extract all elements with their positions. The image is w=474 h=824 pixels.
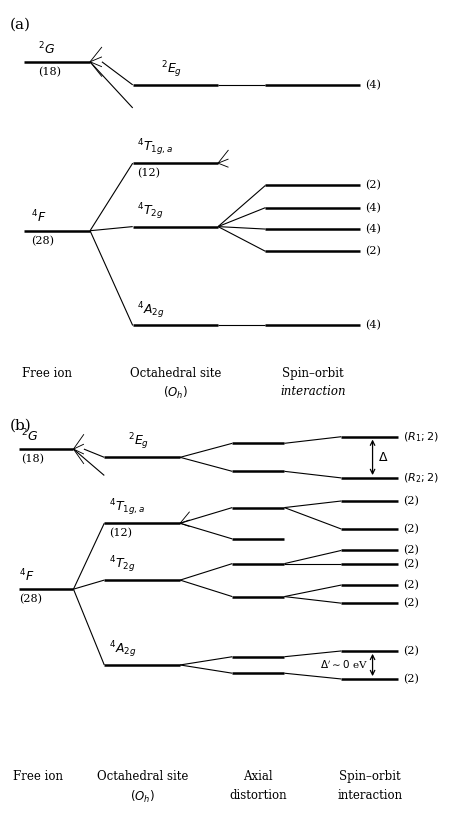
Text: (2): (2) xyxy=(403,559,419,569)
Text: Free ion: Free ion xyxy=(22,367,73,380)
Text: (28): (28) xyxy=(19,594,42,605)
Text: (4): (4) xyxy=(365,224,381,234)
Text: $(R_1; 2)$: $(R_1; 2)$ xyxy=(403,430,438,443)
Text: (2): (2) xyxy=(403,674,419,684)
Text: $^4T_{2g}$: $^4T_{2g}$ xyxy=(109,555,136,575)
Text: $^4T_{2g}$: $^4T_{2g}$ xyxy=(137,201,164,222)
Text: $^4A_{2g}$: $^4A_{2g}$ xyxy=(109,639,137,660)
Text: (28): (28) xyxy=(31,236,54,246)
Text: (12): (12) xyxy=(137,168,161,179)
Text: (12): (12) xyxy=(109,528,132,539)
Text: (4): (4) xyxy=(365,80,381,90)
Text: (b): (b) xyxy=(9,419,31,433)
Text: (4): (4) xyxy=(365,203,381,213)
Text: $^4A_{2g}$: $^4A_{2g}$ xyxy=(137,300,165,321)
Text: Octahedral site: Octahedral site xyxy=(130,367,221,380)
Text: $^2E_g$: $^2E_g$ xyxy=(161,59,182,80)
Text: (2): (2) xyxy=(403,524,419,534)
Text: (18): (18) xyxy=(21,454,45,465)
Text: $^4F$: $^4F$ xyxy=(19,568,34,584)
Text: $^4T_{1g,a}$: $^4T_{1g,a}$ xyxy=(137,138,173,158)
Text: (2): (2) xyxy=(365,180,381,190)
Text: Free ion: Free ion xyxy=(13,770,63,784)
Text: distortion: distortion xyxy=(229,789,287,802)
Text: $\Delta$: $\Delta$ xyxy=(378,451,389,464)
Text: interaction: interaction xyxy=(337,789,402,802)
Text: $^2G$: $^2G$ xyxy=(21,428,38,444)
Text: (2): (2) xyxy=(365,246,381,256)
Text: $^2E_g$: $^2E_g$ xyxy=(128,432,149,452)
Text: Octahedral site: Octahedral site xyxy=(97,770,188,784)
Text: Spin–orbit: Spin–orbit xyxy=(282,367,344,380)
Text: Axial: Axial xyxy=(244,770,273,784)
Text: (18): (18) xyxy=(38,67,61,77)
Text: (4): (4) xyxy=(365,321,381,330)
Text: $(O_h)$: $(O_h)$ xyxy=(163,385,188,401)
Text: $^2G$: $^2G$ xyxy=(38,40,55,57)
Text: $^4T_{1g,a}$: $^4T_{1g,a}$ xyxy=(109,498,145,518)
Text: $\Delta'\sim 0$ eV: $\Delta'\sim 0$ eV xyxy=(320,658,368,672)
Text: interaction: interaction xyxy=(280,385,346,398)
Text: Spin–orbit: Spin–orbit xyxy=(339,770,401,784)
Text: $(O_h)$: $(O_h)$ xyxy=(130,789,155,805)
Text: (2): (2) xyxy=(403,646,419,656)
Text: (a): (a) xyxy=(9,18,30,32)
Text: (2): (2) xyxy=(403,580,419,590)
Text: $(R_2; 2)$: $(R_2; 2)$ xyxy=(403,471,438,485)
Text: $^4F$: $^4F$ xyxy=(31,209,46,226)
Text: (2): (2) xyxy=(403,496,419,506)
Text: (2): (2) xyxy=(403,545,419,555)
Text: (2): (2) xyxy=(403,598,419,608)
